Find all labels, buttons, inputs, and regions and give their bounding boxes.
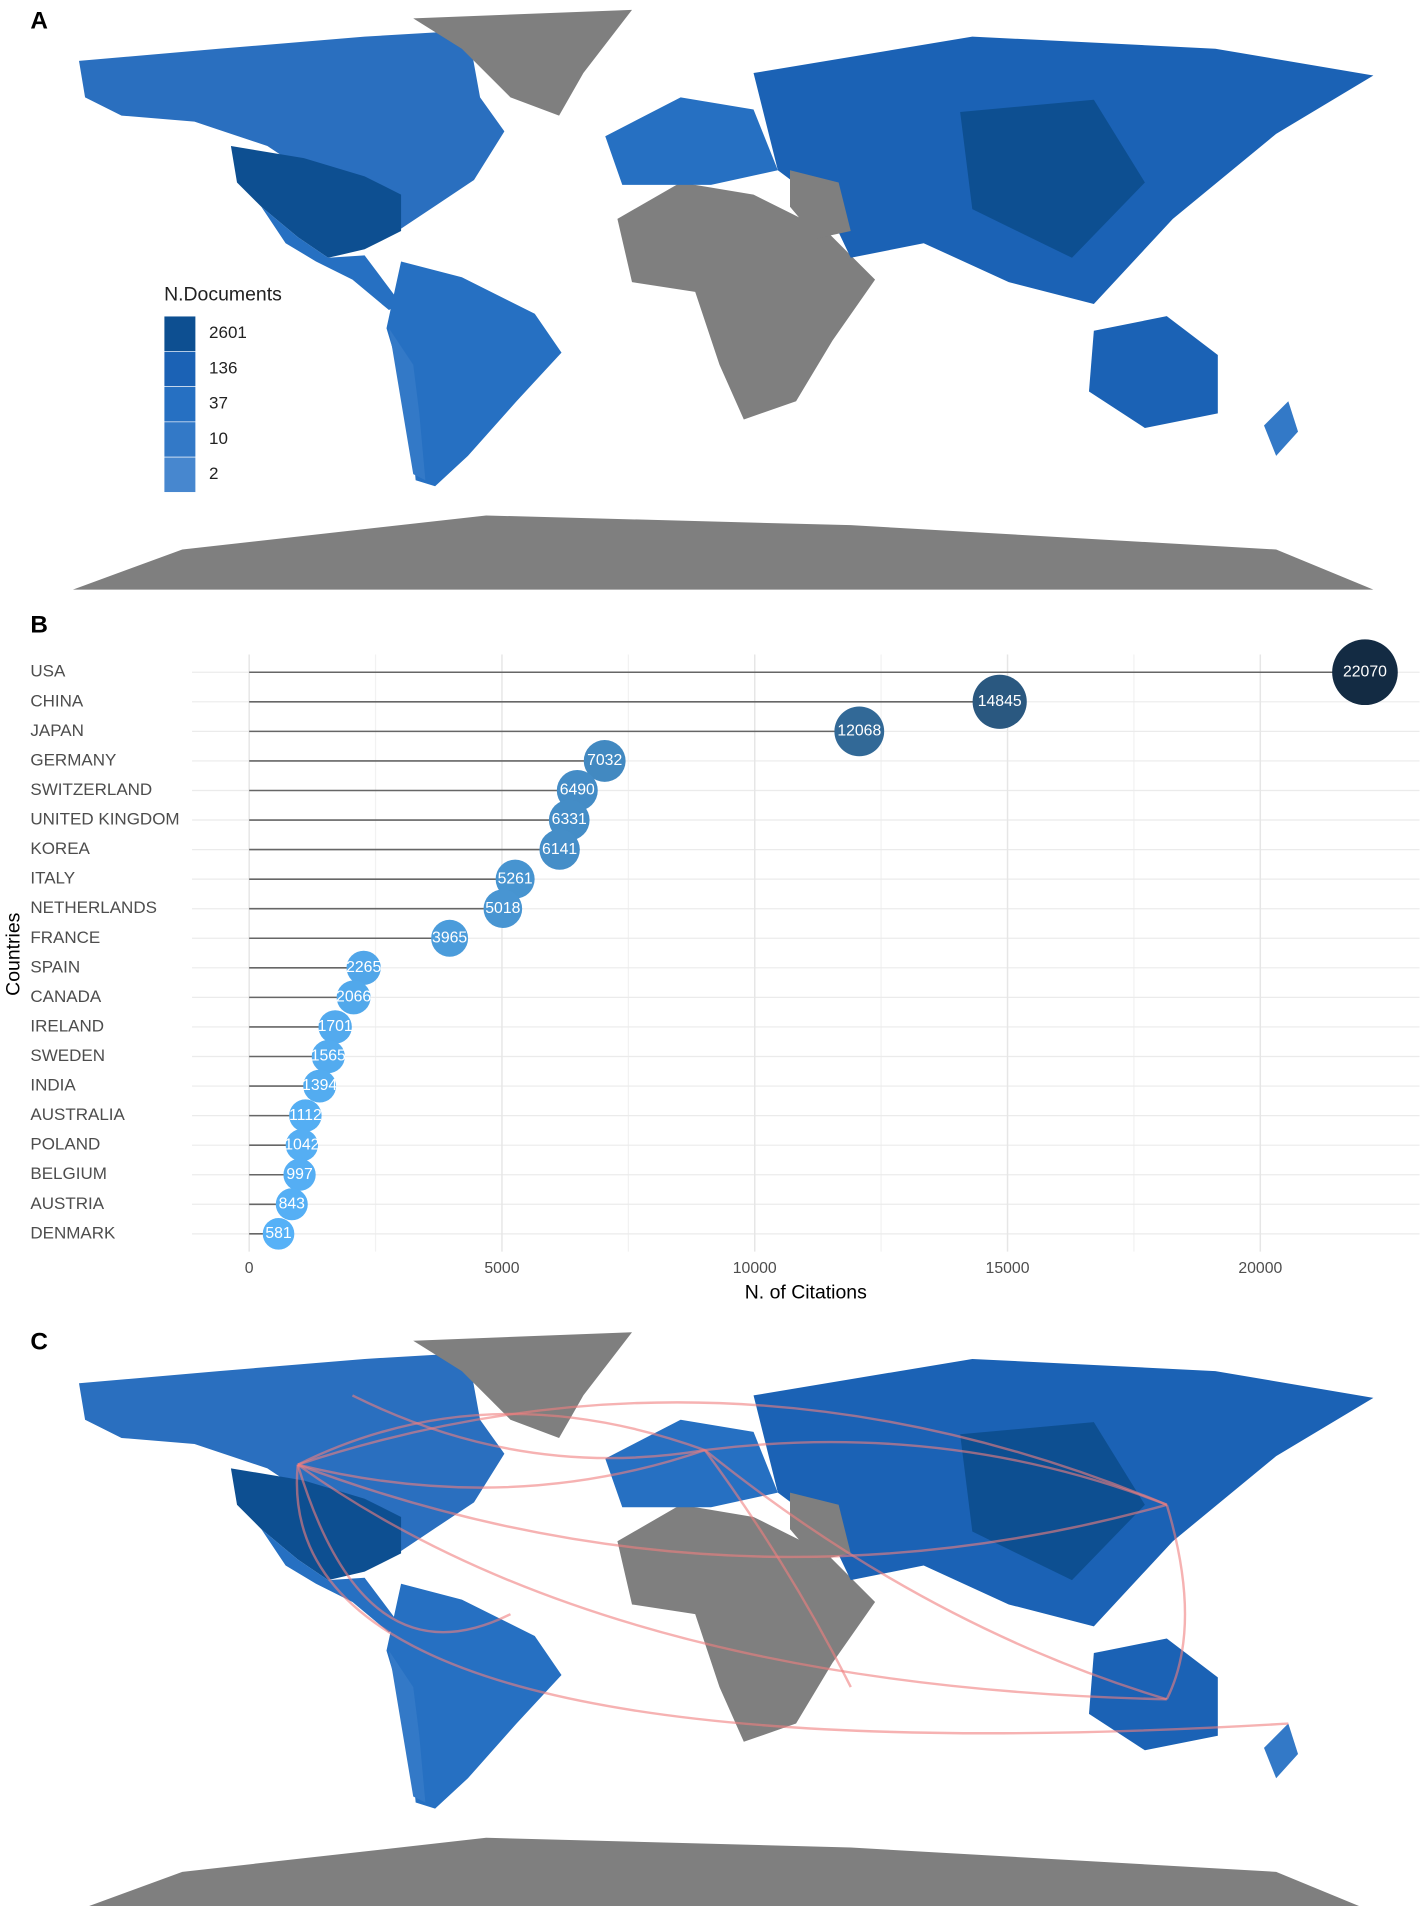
value-label: 7032 xyxy=(587,752,622,769)
x-tick-label: 10000 xyxy=(733,1260,777,1277)
dot xyxy=(483,889,523,929)
y-tick-label: FRANCE xyxy=(30,928,100,947)
y-tick-label: AUSTRIA xyxy=(30,1194,104,1213)
dot xyxy=(336,980,371,1015)
collaboration-links xyxy=(295,1394,1289,1735)
legend-swatch xyxy=(163,456,196,493)
dot xyxy=(583,740,626,782)
y-tick-label: BELGIUM xyxy=(30,1164,107,1183)
y-tick-label: GERMANY xyxy=(30,750,116,769)
dot xyxy=(289,1099,322,1132)
link xyxy=(351,1394,706,1460)
value-label: 12068 xyxy=(837,723,881,740)
panel-label: A xyxy=(30,7,48,34)
value-label: 581 xyxy=(265,1225,292,1242)
legend-label: 2 xyxy=(209,464,218,483)
x-axis-label: N. of Citations xyxy=(745,1281,867,1303)
panel-label: C xyxy=(30,1329,48,1356)
y-axis-label: Countries xyxy=(3,912,25,995)
x-tick-label: 15000 xyxy=(986,1260,1030,1277)
dot xyxy=(275,1188,308,1221)
y-tick-label: USA xyxy=(30,662,66,681)
dot xyxy=(283,1158,316,1191)
value-label: 1112 xyxy=(289,1107,322,1124)
link xyxy=(296,1464,512,1634)
y-tick-label: CHINA xyxy=(30,691,84,710)
link xyxy=(297,1412,706,1466)
value-label: 1042 xyxy=(284,1136,319,1153)
y-tick-label: IRELAND xyxy=(30,1016,104,1035)
value-label: 6490 xyxy=(560,782,595,799)
lollipop-chart: 0 5000 10000 15000 20000 USA 22070 CHINA 14845 JA… xyxy=(30,639,1420,1277)
world-map xyxy=(72,1332,1374,1906)
dot xyxy=(346,950,381,985)
value-label: 22070 xyxy=(1343,663,1387,680)
labels: A B C N.Documents Countries N. of Citati… xyxy=(3,7,867,1355)
value-label: 1565 xyxy=(311,1048,346,1065)
legend-swatch xyxy=(163,421,196,458)
value-label: 843 xyxy=(279,1195,306,1212)
dot xyxy=(285,1129,319,1162)
value-label: 6141 xyxy=(542,841,577,858)
y-tick-label: SWEDEN xyxy=(30,1046,105,1065)
dot xyxy=(539,829,580,870)
x-tick-label: 20000 xyxy=(1238,1260,1282,1277)
y-tick-label: DENMARK xyxy=(30,1223,116,1242)
legend-label: 2601 xyxy=(209,323,247,342)
value-label: 6331 xyxy=(552,811,587,828)
legend-title: N.Documents xyxy=(164,284,282,306)
dot xyxy=(431,919,469,957)
y-tick-label: CANADA xyxy=(30,987,102,1006)
value-label: 997 xyxy=(286,1166,312,1183)
dot xyxy=(834,706,885,757)
y-tick-label: NETHERLANDS xyxy=(30,898,157,917)
dot xyxy=(972,674,1027,729)
legend-label: 10 xyxy=(209,429,228,448)
x-tick-label: 0 xyxy=(245,1260,254,1277)
dot xyxy=(1332,639,1398,706)
panel-label: B xyxy=(30,611,48,638)
y-tick-label: SPAIN xyxy=(30,957,80,976)
value-label: 2265 xyxy=(346,959,381,976)
dot xyxy=(318,1010,352,1044)
link xyxy=(1165,1504,1187,1700)
y-tick-label: AUSTRALIA xyxy=(30,1105,125,1124)
value-label: 2066 xyxy=(336,989,371,1006)
value-label: 3965 xyxy=(432,929,467,946)
y-tick-label: UNITED KINGDOM xyxy=(30,810,179,829)
y-tick-label: KOREA xyxy=(30,839,90,858)
y-tick-label: INDIA xyxy=(30,1076,76,1095)
x-tick-label: 5000 xyxy=(484,1260,519,1277)
y-tick-label: POLAND xyxy=(30,1135,100,1154)
link xyxy=(704,1440,1168,1506)
legend-label: 136 xyxy=(209,359,237,378)
dot xyxy=(311,1039,345,1074)
value-label: 14845 xyxy=(978,693,1022,710)
legend-label: 37 xyxy=(209,394,228,413)
value-label: 1394 xyxy=(302,1077,337,1094)
dot xyxy=(303,1069,337,1103)
value-label: 5261 xyxy=(498,870,533,887)
legend-swatch xyxy=(163,386,196,423)
link xyxy=(703,1449,852,1688)
map-c xyxy=(72,1332,1374,1906)
link xyxy=(297,1463,1168,1559)
link xyxy=(295,1464,1289,1735)
link xyxy=(297,1401,1168,1506)
y-tick-label: ITALY xyxy=(30,869,75,888)
link xyxy=(297,1463,1167,1701)
value-label: 5018 xyxy=(485,900,520,917)
value-label: 1701 xyxy=(318,1018,353,1035)
legend-swatch xyxy=(163,351,196,387)
link xyxy=(297,1448,706,1489)
y-tick-label: SWITZERLAND xyxy=(30,780,152,799)
link xyxy=(704,1449,1168,1701)
dot xyxy=(495,859,535,899)
legend-swatch xyxy=(163,315,196,352)
y-tick-label: JAPAN xyxy=(30,721,84,740)
dot xyxy=(262,1218,295,1250)
